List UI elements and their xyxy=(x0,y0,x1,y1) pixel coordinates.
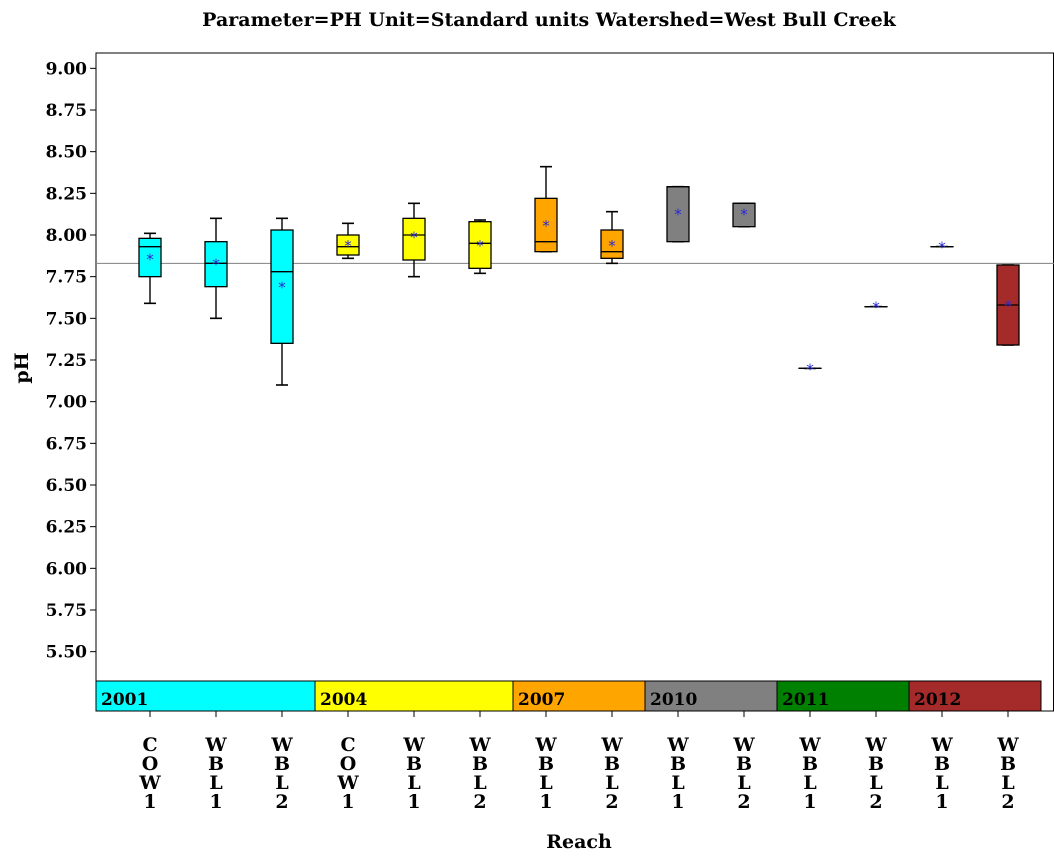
year-band-label: 2011 xyxy=(782,690,829,710)
box-body xyxy=(138,237,162,278)
box-2004-wbl1: * xyxy=(402,202,426,278)
mean-marker: * xyxy=(938,239,946,257)
x-axis: C O W 1 W B L 1 W B L 2 C O W 1 W B L 1 W B L 2 W B L 1 W B L 2 W B L 1 W B L 2… xyxy=(138,711,1019,813)
year-band-2001 xyxy=(95,680,316,712)
y-tick-label: 5.75 xyxy=(46,601,87,621)
box-2012-wbl1: * xyxy=(930,239,954,257)
y-tick-label: 9.00 xyxy=(46,59,88,79)
mean-marker: * xyxy=(344,237,352,255)
year-band-label: 2004 xyxy=(320,690,367,710)
mean-marker: * xyxy=(806,360,814,378)
box-2001-wbl2: * xyxy=(270,217,294,386)
y-tick-label: 5.50 xyxy=(46,643,88,663)
y-tick-label: 7.75 xyxy=(46,268,87,288)
box-2007-wbl1: * xyxy=(534,165,558,253)
boxes-layer: * * * * * * * * * * * * * * xyxy=(138,165,1020,386)
y-tick-label: 7.25 xyxy=(46,351,87,371)
mean-marker: * xyxy=(674,205,682,223)
mean-marker: * xyxy=(608,237,616,255)
y-tick-label: 6.00 xyxy=(46,559,88,579)
y-tick-label: 8.50 xyxy=(46,143,88,163)
y-tick-label: 8.25 xyxy=(46,184,87,204)
box-2012-wbl2: * xyxy=(996,264,1020,346)
y-tick-label: 6.25 xyxy=(46,518,87,538)
box-2011-wbl1: * xyxy=(798,360,822,378)
y-tick-label: 8.75 xyxy=(46,101,87,121)
box-2010-wbl1: * xyxy=(666,185,690,243)
year-band: 2001 2004 2007 2010 2011 2012 xyxy=(95,680,1042,712)
plot-frame xyxy=(95,52,1054,712)
mean-marker: * xyxy=(146,250,154,268)
box-body xyxy=(204,241,228,288)
y-tick-label: 8.00 xyxy=(46,226,88,246)
year-band-label: 2010 xyxy=(650,690,697,710)
box-body xyxy=(336,234,360,256)
box-2001-wbl1: * xyxy=(204,217,228,320)
y-tick-label: 7.50 xyxy=(46,309,88,329)
mean-marker: * xyxy=(476,237,484,255)
year-band-2011 xyxy=(776,680,910,712)
year-band-label: 2007 xyxy=(518,690,565,710)
box-body xyxy=(468,221,492,269)
y-tick-label: 7.00 xyxy=(46,393,88,413)
box-body xyxy=(534,197,558,253)
box-2004-wbl2: * xyxy=(468,219,492,275)
box-2001-cow1: * xyxy=(138,232,162,305)
box-2011-wbl2: * xyxy=(864,299,888,317)
year-band-2004 xyxy=(314,680,514,712)
chart-title: Parameter=PH Unit=Standard units Watersh… xyxy=(202,9,896,31)
year-band-label: 2001 xyxy=(101,690,148,710)
mean-marker: * xyxy=(542,217,550,235)
box-2010-wbl2: * xyxy=(732,202,756,228)
y-tick-label: 6.75 xyxy=(46,434,87,454)
mean-marker: * xyxy=(872,299,880,317)
year-band-2012 xyxy=(908,680,1042,712)
x-axis-title: Reach xyxy=(546,831,612,853)
box-body xyxy=(270,229,294,344)
y-axis: 5.50 5.75 6.00 6.25 6.50 6.75 7.00 7.25 7.50 7.75… xyxy=(46,59,96,663)
box-2004-cow1: * xyxy=(336,222,360,260)
mean-marker: * xyxy=(1004,297,1012,315)
y-tick-label: 6.50 xyxy=(46,476,88,496)
mean-marker: * xyxy=(212,255,220,273)
year-band-label: 2012 xyxy=(914,690,961,710)
mean-marker: * xyxy=(740,205,748,223)
box-2007-wbl2: * xyxy=(600,210,624,265)
box-body xyxy=(402,217,426,261)
mean-marker: * xyxy=(410,229,418,247)
y-axis-title: pH xyxy=(11,352,33,383)
mean-marker: * xyxy=(278,279,286,297)
